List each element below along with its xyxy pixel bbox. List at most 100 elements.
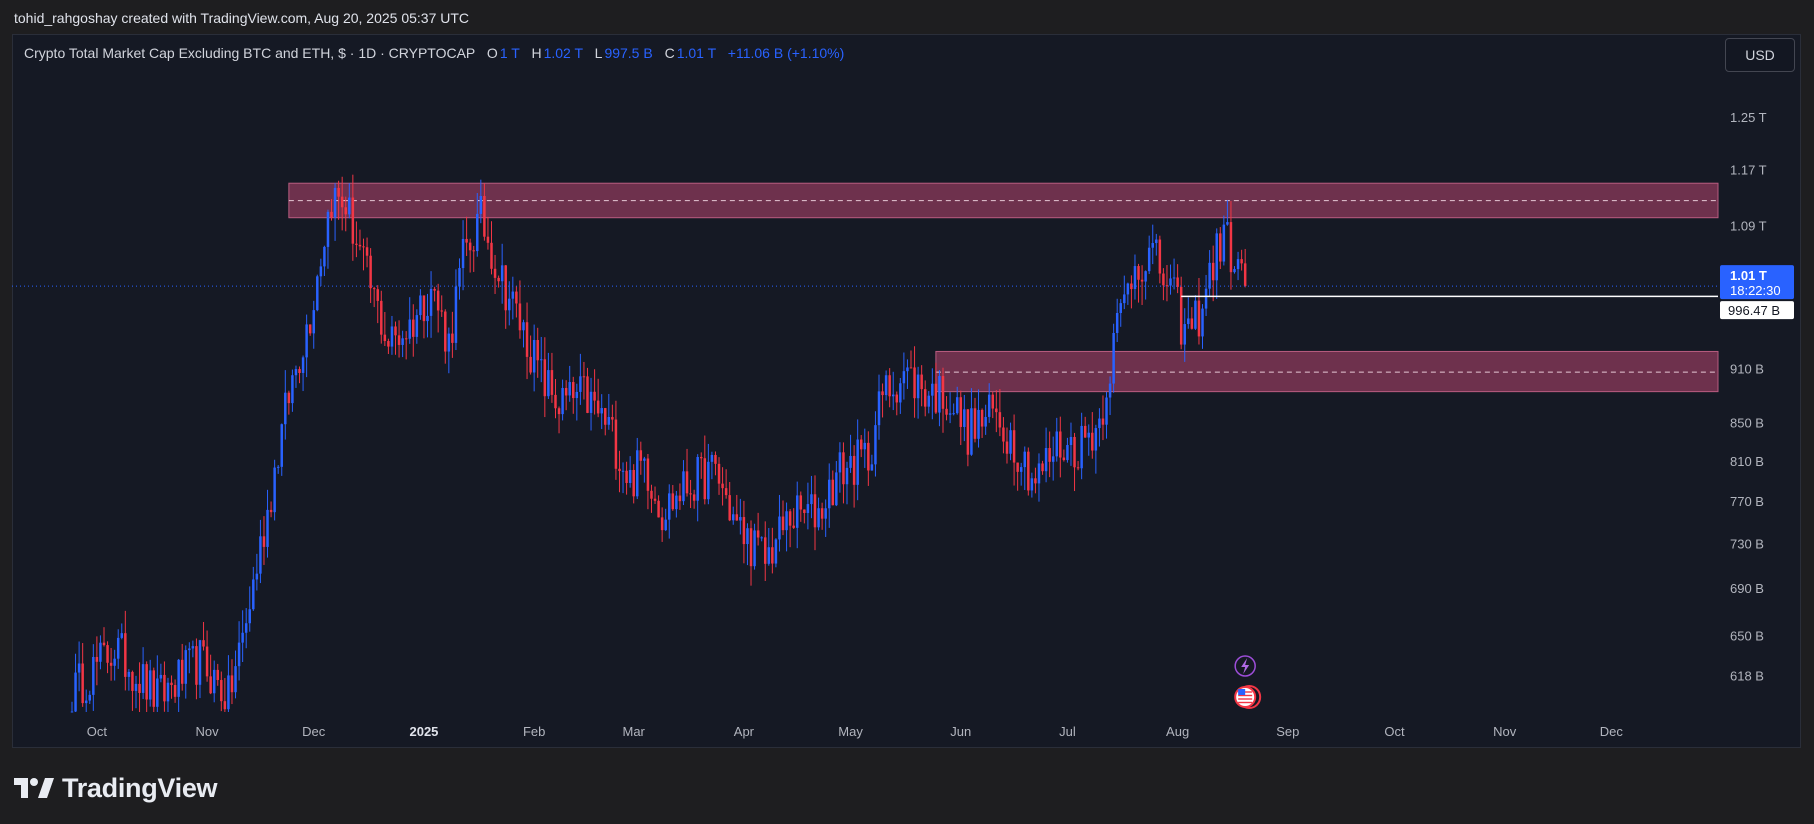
candle [824,499,827,537]
candle [355,221,358,258]
candle [191,640,195,658]
candle [763,521,767,581]
candle [1155,233,1158,256]
candle [102,627,106,647]
y-tick-label: 1.17 T [1730,163,1767,178]
candle [262,516,266,565]
candle [742,500,746,564]
candle [774,538,778,568]
candle [1201,304,1204,349]
close-label: C [664,45,675,61]
candle [156,655,159,712]
candle [1119,299,1122,327]
candle [529,335,532,375]
symbol-title[interactable]: Crypto Total Market Cap Excluding BTC an… [24,45,476,61]
candle [138,662,141,712]
candle [692,489,696,509]
candle [109,648,113,681]
candle [735,494,739,521]
candle [532,324,536,392]
candle [1073,432,1076,492]
candle [74,653,77,712]
candle [284,370,287,440]
candle [291,369,294,412]
high-label: H [531,45,542,61]
candle [582,361,586,400]
candle [173,679,177,703]
candle [248,586,251,632]
candle [632,464,635,504]
candle [607,393,611,430]
candle [760,536,763,542]
candle [77,641,81,692]
tradingview-brand[interactable]: TradingView [14,770,218,806]
candle [298,366,301,384]
x-tick-label: Apr [734,724,755,739]
candle [721,467,724,506]
candle [1123,275,1126,310]
candle [650,484,653,513]
candle [1083,416,1087,438]
candle [1059,416,1062,478]
candle [404,331,408,360]
candle [1019,462,1023,486]
candle [1229,201,1233,290]
candle [1176,264,1179,294]
candle [1162,268,1165,301]
candle [1080,412,1083,480]
candle [451,311,454,358]
candle [269,501,273,518]
candle [141,647,145,699]
candle [785,502,788,552]
candle [1076,461,1080,471]
candle [234,650,237,699]
candle [966,409,970,467]
candle [1009,422,1012,461]
candle [401,330,404,358]
high-value: 1.02 T [543,45,583,61]
us-flag-event-icon[interactable] [1234,685,1262,709]
candle [486,216,490,250]
y-tick-label: 690 B [1730,581,1764,596]
candle [1211,245,1215,302]
candle [81,643,84,707]
zone-2[interactable] [935,350,1719,393]
y-tick-label: 650 B [1730,628,1764,643]
currency-button[interactable]: USD [1725,38,1795,72]
candle [394,321,397,355]
candle [959,390,963,446]
candle [1037,453,1041,502]
candle [276,465,280,474]
candle [920,365,923,407]
candle [365,237,369,268]
candle [653,486,657,505]
candle [1194,295,1197,330]
candle [266,489,269,558]
candle [1172,258,1176,290]
candle [547,352,550,399]
candle [426,293,429,338]
candle [923,380,927,417]
candle [934,362,938,415]
lightning-event-icon[interactable] [1234,655,1256,677]
candle [461,220,465,291]
candle [749,520,753,586]
candle [564,380,568,411]
candle [255,553,259,591]
candle [671,485,675,511]
candle [1023,446,1027,491]
candle [1062,449,1066,462]
candle [870,454,874,471]
candle [1101,395,1105,441]
candle [1051,436,1055,481]
candle [621,462,625,494]
candle [902,352,906,400]
candle [1226,200,1229,226]
candle [707,443,710,505]
candle [636,437,639,500]
candle [1069,422,1073,466]
candle [859,435,863,458]
candle [1041,460,1044,475]
candle [614,400,618,480]
